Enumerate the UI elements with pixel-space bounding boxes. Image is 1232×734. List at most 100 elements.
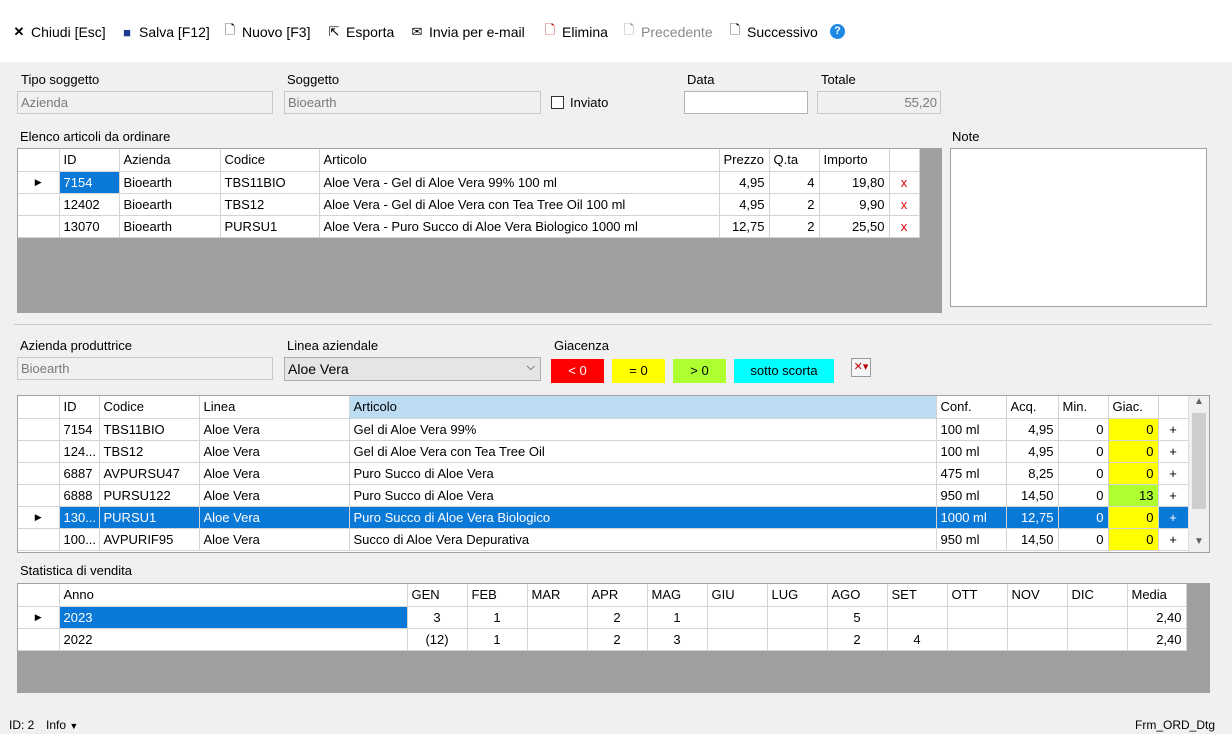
row-selector-icon[interactable]: ▶ bbox=[18, 506, 60, 529]
cell-month[interactable]: (12) bbox=[407, 628, 468, 651]
add-to-order-button[interactable]: + bbox=[1158, 528, 1189, 551]
cell-importo[interactable]: 25,50 bbox=[819, 215, 890, 238]
table-row[interactable]: 124... TBS12 Aloe Vera Gel di Aloe Vera … bbox=[18, 440, 1189, 463]
cell-month[interactable] bbox=[527, 606, 588, 629]
cell-month[interactable]: 2 bbox=[587, 606, 648, 629]
cell-giac[interactable]: 0 bbox=[1108, 440, 1159, 463]
notes-textarea[interactable] bbox=[950, 148, 1207, 307]
new-button[interactable]: 🗋 Nuovo [F3] bbox=[223, 22, 311, 42]
cell-id[interactable]: 100... bbox=[59, 528, 100, 551]
products-col-min[interactable]: Min. bbox=[1058, 396, 1109, 419]
cell-conf[interactable]: 1000 ml bbox=[936, 506, 1007, 529]
products-col-id[interactable]: ID bbox=[59, 396, 100, 419]
products-col-acq[interactable]: Acq. bbox=[1006, 396, 1059, 419]
delete-button[interactable]: 🗋 Elimina bbox=[543, 22, 608, 42]
cell-min[interactable]: 0 bbox=[1058, 440, 1109, 463]
cell-articolo[interactable]: Puro Succo di Aloe Vera bbox=[349, 484, 937, 507]
cell-media[interactable]: 2,40 bbox=[1127, 628, 1187, 651]
scroll-thumb[interactable] bbox=[1192, 413, 1206, 509]
row-selector-icon[interactable]: ▶ bbox=[18, 606, 60, 629]
order-col-qta[interactable]: Q.ta bbox=[769, 149, 820, 172]
cell-qta[interactable]: 4 bbox=[769, 171, 820, 194]
cell-month[interactable] bbox=[767, 606, 828, 629]
table-row[interactable]: 100... AVPURIF95 Aloe Vera Succo di Aloe… bbox=[18, 528, 1189, 551]
table-row[interactable]: 7154 TBS11BIO Aloe Vera Gel di Aloe Vera… bbox=[18, 418, 1189, 441]
table-row[interactable]: 2022 (12) 1 2 3 2 4 2,40 bbox=[18, 628, 1187, 651]
stats-col[interactable]: LUG bbox=[767, 584, 828, 607]
products-col-codice[interactable]: Codice bbox=[99, 396, 200, 419]
cell-linea[interactable]: Aloe Vera bbox=[199, 484, 350, 507]
add-to-order-button[interactable]: + bbox=[1158, 462, 1189, 485]
cell-conf[interactable]: 950 ml bbox=[936, 528, 1007, 551]
stats-col[interactable]: GEN bbox=[407, 584, 468, 607]
stats-col[interactable]: OTT bbox=[947, 584, 1008, 607]
table-row[interactable]: 6887 AVPURSU47 Aloe Vera Puro Succo di A… bbox=[18, 462, 1189, 485]
cell-prezzo[interactable]: 4,95 bbox=[719, 193, 770, 216]
add-to-order-button[interactable]: + bbox=[1158, 440, 1189, 463]
cell-month[interactable] bbox=[1007, 606, 1068, 629]
cell-month[interactable]: 1 bbox=[647, 606, 708, 629]
cell-min[interactable]: 0 bbox=[1058, 484, 1109, 507]
cell-month[interactable]: 2 bbox=[827, 628, 888, 651]
cell-id[interactable]: 7154 bbox=[59, 418, 100, 441]
save-button[interactable]: ■ Salva [F12] bbox=[120, 22, 210, 42]
cell-azienda[interactable]: Bioearth bbox=[119, 193, 221, 216]
row-selector[interactable] bbox=[18, 462, 60, 485]
azienda-produttrice-field[interactable]: Bioearth bbox=[17, 357, 273, 380]
inviato-checkbox[interactable] bbox=[551, 96, 564, 109]
cell-articolo[interactable]: Aloe Vera - Gel di Aloe Vera 99% 100 ml bbox=[319, 171, 720, 194]
soggetto-field[interactable]: Bioearth bbox=[284, 91, 541, 114]
cell-articolo[interactable]: Puro Succo di Aloe Vera bbox=[349, 462, 937, 485]
cell-month[interactable]: 3 bbox=[647, 628, 708, 651]
cell-articolo[interactable]: Aloe Vera - Puro Succo di Aloe Vera Biol… bbox=[319, 215, 720, 238]
stats-col[interactable]: Anno bbox=[59, 584, 408, 607]
order-col-codice[interactable]: Codice bbox=[220, 149, 320, 172]
cell-linea[interactable]: Aloe Vera bbox=[199, 418, 350, 441]
cell-month[interactable] bbox=[707, 628, 768, 651]
cell-acq[interactable]: 12,75 bbox=[1006, 506, 1059, 529]
add-to-order-button[interactable]: + bbox=[1158, 484, 1189, 507]
cell-articolo[interactable]: Succo di Aloe Vera Depurativa bbox=[349, 528, 937, 551]
order-col-id[interactable]: ID bbox=[59, 149, 120, 172]
scroll-down-icon[interactable]: ▼ bbox=[1194, 536, 1204, 547]
order-col-articolo[interactable]: Articolo bbox=[319, 149, 720, 172]
cell-month[interactable]: 3 bbox=[407, 606, 468, 629]
cell-min[interactable]: 0 bbox=[1058, 462, 1109, 485]
cell-codice[interactable]: PURSU1 bbox=[99, 506, 200, 529]
cell-media[interactable]: 2,40 bbox=[1127, 606, 1187, 629]
delete-row-button[interactable]: x bbox=[889, 193, 920, 216]
row-selector[interactable] bbox=[18, 215, 60, 238]
cell-month[interactable] bbox=[707, 606, 768, 629]
cell-importo[interactable]: 19,80 bbox=[819, 171, 890, 194]
stats-col[interactable]: Media bbox=[1127, 584, 1187, 607]
next-button[interactable]: 🗋 Successivo bbox=[728, 22, 818, 42]
cell-month[interactable]: 2 bbox=[587, 628, 648, 651]
cell-conf[interactable]: 100 ml bbox=[936, 418, 1007, 441]
cell-month[interactable] bbox=[1007, 628, 1068, 651]
cell-id[interactable]: 124... bbox=[59, 440, 100, 463]
cell-linea[interactable]: Aloe Vera bbox=[199, 440, 350, 463]
table-row-selected[interactable]: ▶ 130... PURSU1 Aloe Vera Puro Succo di … bbox=[18, 506, 1189, 529]
cell-acq[interactable]: 8,25 bbox=[1006, 462, 1059, 485]
cell-giac[interactable]: 0 bbox=[1108, 528, 1159, 551]
cell-id[interactable]: 130... bbox=[59, 506, 100, 529]
cell-month[interactable] bbox=[767, 628, 828, 651]
cell-giac[interactable]: 0 bbox=[1108, 506, 1159, 529]
cell-codice[interactable]: AVPURIF95 bbox=[99, 528, 200, 551]
cell-qta[interactable]: 2 bbox=[769, 215, 820, 238]
row-selector[interactable] bbox=[18, 484, 60, 507]
cell-codice[interactable]: PURSU122 bbox=[99, 484, 200, 507]
products-col-articolo[interactable]: Articolo bbox=[349, 396, 937, 419]
products-col-linea[interactable]: Linea bbox=[199, 396, 350, 419]
linea-aziendale-select[interactable]: Aloe Vera ⌵ bbox=[284, 357, 541, 381]
stats-col[interactable]: GIU bbox=[707, 584, 768, 607]
cell-azienda[interactable]: Bioearth bbox=[119, 171, 221, 194]
add-to-order-button[interactable]: + bbox=[1158, 418, 1189, 441]
stats-col[interactable]: SET bbox=[887, 584, 948, 607]
previous-button[interactable]: 🗋 Precedente bbox=[622, 22, 713, 42]
order-col-prezzo[interactable]: Prezzo bbox=[719, 149, 770, 172]
cell-linea[interactable]: Aloe Vera bbox=[199, 506, 350, 529]
row-selector[interactable] bbox=[18, 440, 60, 463]
stats-col[interactable]: MAR bbox=[527, 584, 588, 607]
table-row[interactable]: ▶ 7154 Bioearth TBS11BIO Aloe Vera - Gel… bbox=[18, 171, 920, 194]
